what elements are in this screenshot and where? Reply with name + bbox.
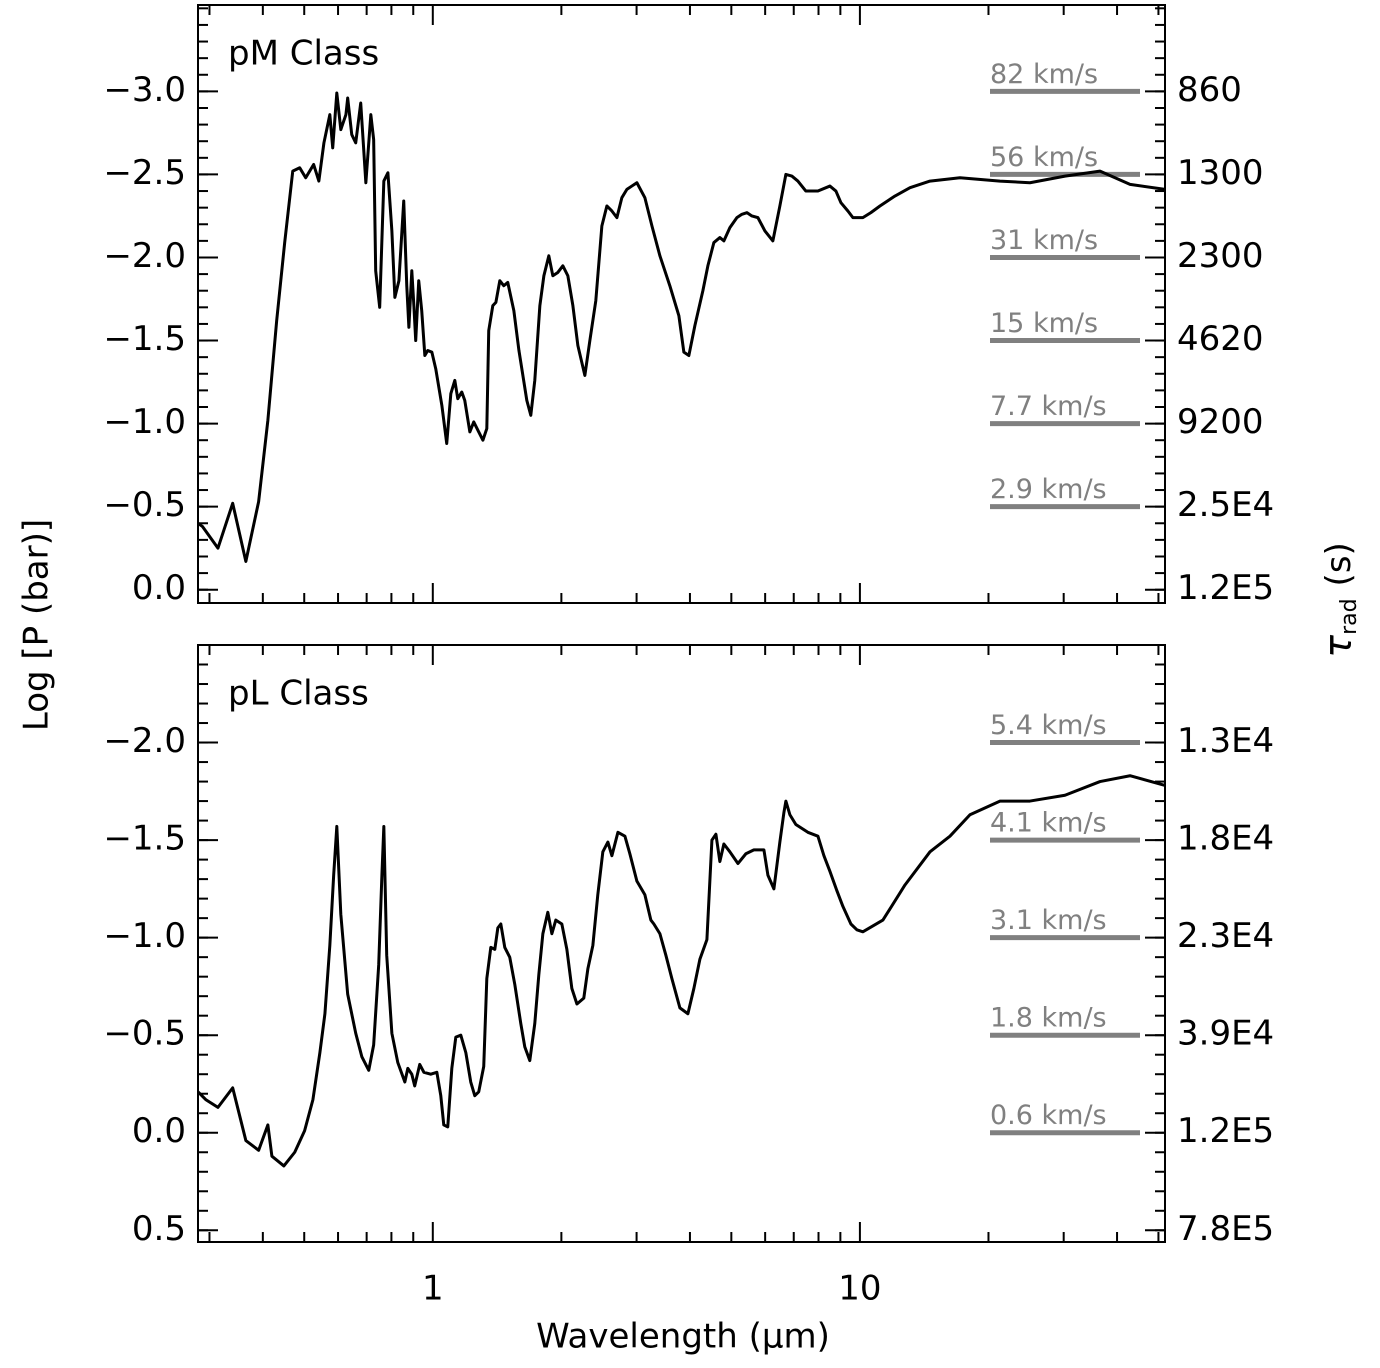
y2-tick-label: 3.9E4	[1177, 1014, 1274, 1054]
y2-subscript: rad	[1337, 598, 1362, 635]
speed-label: 82 km/s	[990, 59, 1098, 90]
y-tick-label: −2.5	[103, 153, 186, 193]
speed-label: 1.8 km/s	[990, 1003, 1107, 1034]
y-axis-label: Log [P (bar)]	[17, 519, 57, 731]
y-tick-label: −3.0	[103, 70, 186, 110]
y2-tick-label: 2.3E4	[1177, 916, 1274, 956]
y-tick-label: −0.5	[103, 1014, 186, 1054]
y2-tick-label: 2300	[1177, 236, 1264, 276]
y-tick-label: −2.0	[103, 721, 186, 761]
panel-label: pL Class	[228, 674, 369, 714]
speed-label: 56 km/s	[990, 142, 1098, 173]
y2-unit: (s)	[1319, 542, 1359, 586]
y2-tick-label: 1.2E5	[1177, 568, 1274, 608]
y-tick-label: 0.0	[132, 568, 186, 608]
plot-frame	[197, 4, 1166, 604]
y2-symbol: τ	[1316, 634, 1360, 658]
y2-tick-label: 9200	[1177, 402, 1264, 442]
y2-axis-label: τrad (s)	[1316, 542, 1363, 658]
speed-label: 3.1 km/s	[990, 905, 1107, 936]
speed-label: 4.1 km/s	[990, 808, 1107, 839]
y2-tick-label: 1.8E4	[1177, 819, 1274, 859]
y-tick-label: 0.5	[132, 1209, 186, 1249]
panel-label: pM Class	[228, 34, 379, 74]
y-tick-label: −1.0	[103, 916, 186, 956]
x-tick-label: 10	[838, 1269, 881, 1309]
y2-tick-label: 7.8E5	[1177, 1209, 1274, 1249]
speed-label: 0.6 km/s	[990, 1100, 1107, 1131]
y2-tick-label: 1.2E5	[1177, 1111, 1274, 1151]
plot-frame	[197, 644, 1166, 1243]
y-tick-label: 0.0	[132, 1111, 186, 1151]
speed-label: 5.4 km/s	[990, 710, 1107, 741]
y2-tick-label: 2.5E4	[1177, 485, 1274, 525]
y-tick-label: −1.5	[103, 319, 186, 359]
y-tick-label: −1.0	[103, 402, 186, 442]
speed-label: 15 km/s	[990, 308, 1098, 339]
y2-tick-label: 1300	[1177, 153, 1264, 193]
y-tick-label: −2.0	[103, 236, 186, 276]
x-tick-label: 1	[422, 1269, 444, 1309]
spectrum-line	[197, 91, 1166, 563]
speed-label: 7.7 km/s	[990, 391, 1107, 422]
speed-label: 2.9 km/s	[990, 474, 1107, 505]
spectrum-line	[196, 774, 1166, 1168]
y-tick-label: −1.5	[103, 819, 186, 859]
y2-tick-label: 1.3E4	[1177, 721, 1274, 761]
y2-tick-label: 4620	[1177, 319, 1264, 359]
y2-tick-label: 860	[1177, 70, 1242, 110]
speed-label: 31 km/s	[990, 225, 1098, 256]
y-tick-label: −0.5	[103, 485, 186, 525]
x-axis-label: Wavelength (μm)	[536, 1317, 830, 1357]
